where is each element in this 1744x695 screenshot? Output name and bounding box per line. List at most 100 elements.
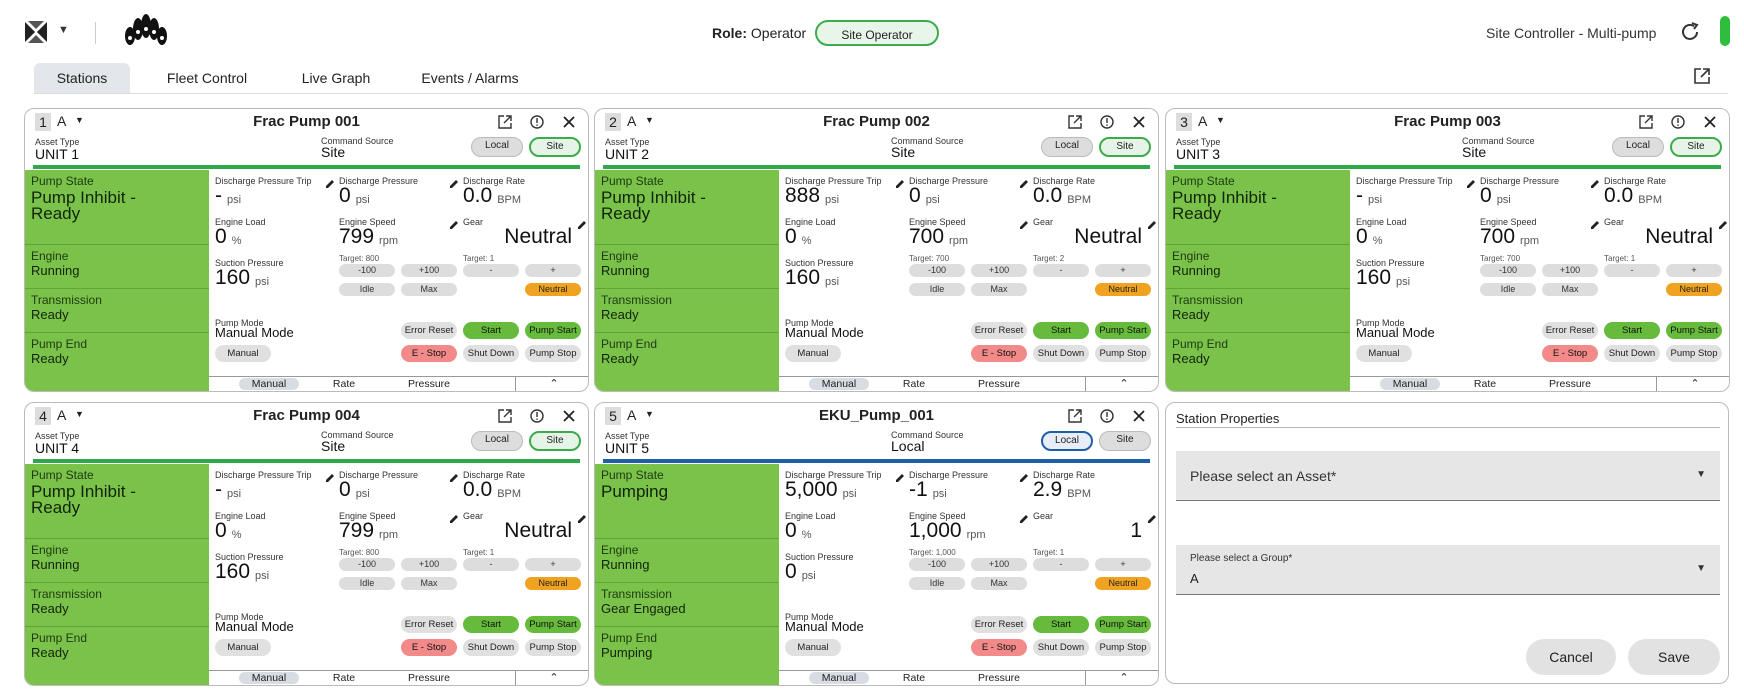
close-icon[interactable] bbox=[561, 408, 577, 424]
shut-down-button[interactable]: Shut Down bbox=[1033, 345, 1089, 362]
edit-pencil-icon[interactable] bbox=[449, 470, 459, 482]
edit-pencil-icon[interactable] bbox=[1019, 470, 1029, 482]
error-reset-button[interactable]: Error Reset bbox=[401, 616, 457, 633]
collapse-chevron-icon[interactable]: ⌃ bbox=[1119, 378, 1129, 390]
group-caret-icon[interactable]: ▼ bbox=[75, 409, 84, 419]
site-source-button[interactable]: Site bbox=[529, 137, 581, 157]
gear-up-button[interactable]: + bbox=[525, 264, 581, 277]
group-label[interactable]: A bbox=[627, 113, 637, 129]
mode-manual-option[interactable]: Manual bbox=[239, 378, 299, 390]
mode-manual-option[interactable]: Manual bbox=[1380, 378, 1440, 390]
edit-pencil-icon[interactable] bbox=[449, 511, 459, 523]
gear-down-button[interactable]: - bbox=[1604, 264, 1660, 277]
speed-minus-100-button[interactable]: -100 bbox=[909, 558, 965, 571]
pump-stop-button[interactable]: Pump Stop bbox=[1095, 639, 1151, 656]
mode-pressure-option[interactable]: Pressure bbox=[1548, 378, 1591, 390]
edit-pencil-icon[interactable] bbox=[325, 470, 335, 482]
edit-pencil-icon[interactable] bbox=[895, 176, 905, 188]
error-reset-button[interactable]: Error Reset bbox=[401, 322, 457, 339]
gear-down-button[interactable]: - bbox=[463, 558, 519, 571]
gear-down-button[interactable]: - bbox=[1033, 264, 1089, 277]
local-source-button[interactable]: Local bbox=[1041, 137, 1093, 157]
shut-down-button[interactable]: Shut Down bbox=[1033, 639, 1089, 656]
pump-start-button[interactable]: Pump Start bbox=[1095, 322, 1151, 339]
asset-select[interactable]: Please select an Asset* ▼ bbox=[1176, 451, 1720, 501]
close-icon[interactable] bbox=[1131, 408, 1147, 424]
info-icon[interactable] bbox=[1099, 408, 1115, 424]
gear-up-button[interactable]: + bbox=[1095, 558, 1151, 571]
mode-pressure-option[interactable]: Pressure bbox=[407, 672, 450, 684]
site-source-button[interactable]: Site bbox=[529, 431, 581, 451]
group-caret-icon[interactable]: ▼ bbox=[645, 115, 654, 125]
edit-pencil-icon[interactable] bbox=[1147, 511, 1157, 523]
manual-button[interactable]: Manual bbox=[785, 345, 841, 362]
shut-down-button[interactable]: Shut Down bbox=[463, 345, 519, 362]
info-icon[interactable] bbox=[1099, 114, 1115, 130]
error-reset-button[interactable]: Error Reset bbox=[971, 322, 1027, 339]
pump-start-button[interactable]: Pump Start bbox=[525, 616, 581, 633]
site-source-button[interactable]: Site bbox=[1099, 137, 1151, 157]
max-button[interactable]: Max bbox=[971, 283, 1027, 296]
collapse-chevron-icon[interactable]: ⌃ bbox=[549, 672, 559, 684]
speed-plus-100-button[interactable]: +100 bbox=[401, 558, 457, 571]
close-icon[interactable] bbox=[561, 114, 577, 130]
popout-icon[interactable] bbox=[1067, 114, 1083, 130]
idle-button[interactable]: Idle bbox=[909, 283, 965, 296]
max-button[interactable]: Max bbox=[971, 577, 1027, 590]
group-caret-icon[interactable]: ▼ bbox=[1216, 115, 1225, 125]
manual-button[interactable]: Manual bbox=[215, 639, 271, 656]
popout-icon[interactable] bbox=[497, 408, 513, 424]
edit-pencil-icon[interactable] bbox=[449, 176, 459, 188]
neutral-button[interactable]: Neutral bbox=[1666, 283, 1722, 296]
start-button[interactable]: Start bbox=[1033, 322, 1089, 339]
error-reset-button[interactable]: Error Reset bbox=[971, 616, 1027, 633]
edit-pencil-icon[interactable] bbox=[577, 217, 587, 229]
local-source-button[interactable]: Local bbox=[471, 431, 523, 451]
e-stop-button[interactable]: E - Stop bbox=[401, 345, 457, 362]
close-icon[interactable] bbox=[1131, 114, 1147, 130]
idle-button[interactable]: Idle bbox=[339, 283, 395, 296]
speed-minus-100-button[interactable]: -100 bbox=[909, 264, 965, 277]
gear-up-button[interactable]: + bbox=[525, 558, 581, 571]
mode-rate-option[interactable]: Rate bbox=[332, 672, 356, 684]
local-source-button[interactable]: Local bbox=[1041, 431, 1093, 451]
edit-pencil-icon[interactable] bbox=[1718, 217, 1728, 229]
edit-pencil-icon[interactable] bbox=[577, 511, 587, 523]
gear-up-button[interactable]: + bbox=[1095, 264, 1151, 277]
pump-stop-button[interactable]: Pump Stop bbox=[525, 639, 581, 656]
mode-rate-option[interactable]: Rate bbox=[1473, 378, 1497, 390]
e-stop-button[interactable]: E - Stop bbox=[401, 639, 457, 656]
edit-pencil-icon[interactable] bbox=[1019, 176, 1029, 188]
start-button[interactable]: Start bbox=[1604, 322, 1660, 339]
speed-plus-100-button[interactable]: +100 bbox=[401, 264, 457, 277]
start-button[interactable]: Start bbox=[463, 616, 519, 633]
edit-pencil-icon[interactable] bbox=[449, 217, 459, 229]
popout-icon[interactable] bbox=[1067, 408, 1083, 424]
shut-down-button[interactable]: Shut Down bbox=[463, 639, 519, 656]
group-label[interactable]: A bbox=[627, 407, 637, 423]
pump-start-button[interactable]: Pump Start bbox=[1095, 616, 1151, 633]
save-button[interactable]: Save bbox=[1628, 639, 1720, 675]
close-icon[interactable] bbox=[1702, 114, 1718, 130]
popout-icon[interactable] bbox=[1692, 66, 1712, 86]
info-icon[interactable] bbox=[529, 408, 545, 424]
max-button[interactable]: Max bbox=[401, 283, 457, 296]
mode-pressure-option[interactable]: Pressure bbox=[977, 672, 1020, 684]
neutral-button[interactable]: Neutral bbox=[525, 577, 581, 590]
mode-pressure-option[interactable]: Pressure bbox=[977, 378, 1020, 390]
cancel-button[interactable]: Cancel bbox=[1526, 639, 1616, 675]
gear-down-button[interactable]: - bbox=[1033, 558, 1089, 571]
edit-pencil-icon[interactable] bbox=[1466, 176, 1476, 188]
speed-plus-100-button[interactable]: +100 bbox=[971, 558, 1027, 571]
local-source-button[interactable]: Local bbox=[471, 137, 523, 157]
neutral-button[interactable]: Neutral bbox=[1095, 577, 1151, 590]
speed-minus-100-button[interactable]: -100 bbox=[339, 558, 395, 571]
group-label[interactable]: A bbox=[1198, 113, 1208, 129]
local-source-button[interactable]: Local bbox=[1612, 137, 1664, 157]
mode-manual-option[interactable]: Manual bbox=[809, 378, 869, 390]
collapse-chevron-icon[interactable]: ⌃ bbox=[549, 378, 559, 390]
group-select[interactable]: Please select a Group* A ▼ bbox=[1176, 545, 1720, 595]
tab-live-graph[interactable]: Live Graph bbox=[301, 70, 371, 86]
mode-manual-option[interactable]: Manual bbox=[239, 672, 299, 684]
idle-button[interactable]: Idle bbox=[339, 577, 395, 590]
